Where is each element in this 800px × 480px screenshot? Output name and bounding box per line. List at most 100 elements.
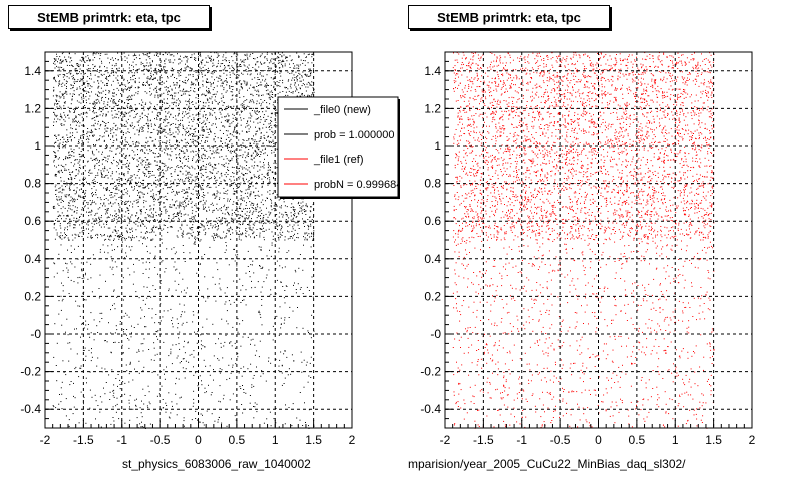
scatter-point bbox=[148, 171, 150, 172]
scatter-point bbox=[187, 172, 189, 174]
scatter-point bbox=[255, 187, 257, 189]
scatter-point bbox=[247, 154, 249, 155]
scatter-point bbox=[81, 227, 83, 229]
scatter-point bbox=[115, 229, 116, 231]
scatter-point bbox=[64, 196, 66, 198]
scatter-point bbox=[183, 115, 185, 117]
scatter-point bbox=[250, 191, 252, 193]
scatter-point bbox=[59, 191, 61, 193]
scatter-point bbox=[271, 222, 273, 223]
scatter-point bbox=[199, 66, 201, 68]
scatter-point bbox=[98, 169, 100, 171]
scatter-point bbox=[126, 89, 128, 90]
scatter-point bbox=[61, 125, 63, 126]
scatter-point bbox=[294, 239, 296, 241]
scatter-point bbox=[175, 154, 177, 156]
scatter-point bbox=[109, 74, 110, 76]
scatter-point bbox=[169, 116, 170, 118]
scatter-point bbox=[179, 58, 180, 60]
scatter-point bbox=[231, 91, 233, 93]
scatter-point bbox=[207, 132, 209, 133]
scatter-point bbox=[163, 67, 165, 69]
scatter-point bbox=[53, 205, 55, 207]
scatter-point bbox=[304, 226, 305, 227]
scatter-point bbox=[106, 223, 108, 225]
scatter-point bbox=[245, 146, 247, 148]
scatter-point bbox=[246, 82, 248, 84]
scatter-point bbox=[70, 176, 72, 178]
scatter-point bbox=[239, 133, 241, 135]
scatter-point bbox=[240, 85, 242, 87]
scatter-point bbox=[108, 190, 110, 192]
scatter-point bbox=[86, 181, 87, 183]
scatter-point bbox=[295, 216, 297, 218]
scatter-point bbox=[112, 215, 113, 217]
scatter-point bbox=[167, 91, 168, 93]
scatter-point bbox=[220, 79, 222, 81]
scatter-point bbox=[83, 200, 85, 202]
scatter-point bbox=[53, 78, 55, 80]
scatter-point bbox=[73, 81, 75, 83]
scatter-point bbox=[192, 188, 194, 190]
scatter-point bbox=[99, 114, 101, 116]
scatter-point bbox=[180, 178, 182, 180]
scatter-point bbox=[183, 152, 185, 154]
scatter-point bbox=[228, 60, 230, 62]
scatter-point bbox=[101, 99, 102, 101]
scatter-point bbox=[55, 81, 57, 83]
scatter-point bbox=[206, 119, 208, 121]
scatter-point bbox=[74, 111, 75, 113]
scatter-point bbox=[236, 56, 238, 58]
scatter-point bbox=[199, 101, 201, 102]
scatter-point bbox=[234, 190, 236, 192]
scatter-point bbox=[67, 229, 68, 231]
scatter-point bbox=[200, 172, 202, 174]
scatter-point bbox=[248, 101, 250, 103]
scatter-point bbox=[54, 165, 55, 167]
scatter-point bbox=[146, 92, 148, 94]
scatter-point bbox=[110, 197, 112, 199]
scatter-point bbox=[242, 178, 244, 180]
scatter-point bbox=[215, 152, 217, 154]
scatter-point bbox=[100, 124, 102, 125]
scatter-point bbox=[84, 184, 85, 186]
scatter-point bbox=[195, 108, 197, 110]
scatter-point bbox=[214, 178, 216, 180]
scatter-point bbox=[240, 64, 241, 65]
scatter-point bbox=[249, 172, 251, 173]
scatter-point bbox=[233, 105, 235, 107]
scatter-point bbox=[93, 144, 94, 145]
scatter-point bbox=[235, 152, 237, 154]
scatter-point bbox=[79, 122, 81, 124]
scatter-point bbox=[244, 213, 246, 215]
scatter-point bbox=[184, 138, 186, 140]
scatter-point bbox=[196, 197, 197, 199]
scatter-point bbox=[98, 216, 100, 218]
scatter-point bbox=[115, 188, 117, 190]
scatter-point bbox=[128, 54, 130, 56]
scatter-point bbox=[123, 153, 125, 155]
scatter-point bbox=[131, 237, 133, 238]
scatter-point bbox=[190, 134, 191, 136]
scatter-point bbox=[246, 173, 248, 175]
scatter-point bbox=[250, 204, 252, 206]
scatter-point bbox=[230, 198, 231, 200]
scatter-point bbox=[205, 232, 206, 234]
scatter-point bbox=[194, 128, 196, 130]
scatter-point bbox=[167, 103, 169, 104]
scatter-point bbox=[125, 203, 127, 205]
scatter-point bbox=[77, 234, 79, 236]
scatter-point bbox=[301, 75, 303, 77]
scatter-point bbox=[189, 95, 191, 96]
scatter-point bbox=[105, 123, 107, 124]
scatter-point bbox=[200, 61, 202, 63]
scatter-point bbox=[306, 75, 308, 77]
scatter-point bbox=[81, 79, 83, 81]
scatter-point bbox=[153, 225, 155, 227]
scatter-point bbox=[105, 84, 107, 86]
scatter-point bbox=[242, 142, 244, 144]
scatter-point bbox=[271, 112, 273, 114]
scatter-point bbox=[186, 224, 188, 226]
scatter-point bbox=[55, 79, 56, 81]
scatter-point bbox=[218, 77, 220, 79]
